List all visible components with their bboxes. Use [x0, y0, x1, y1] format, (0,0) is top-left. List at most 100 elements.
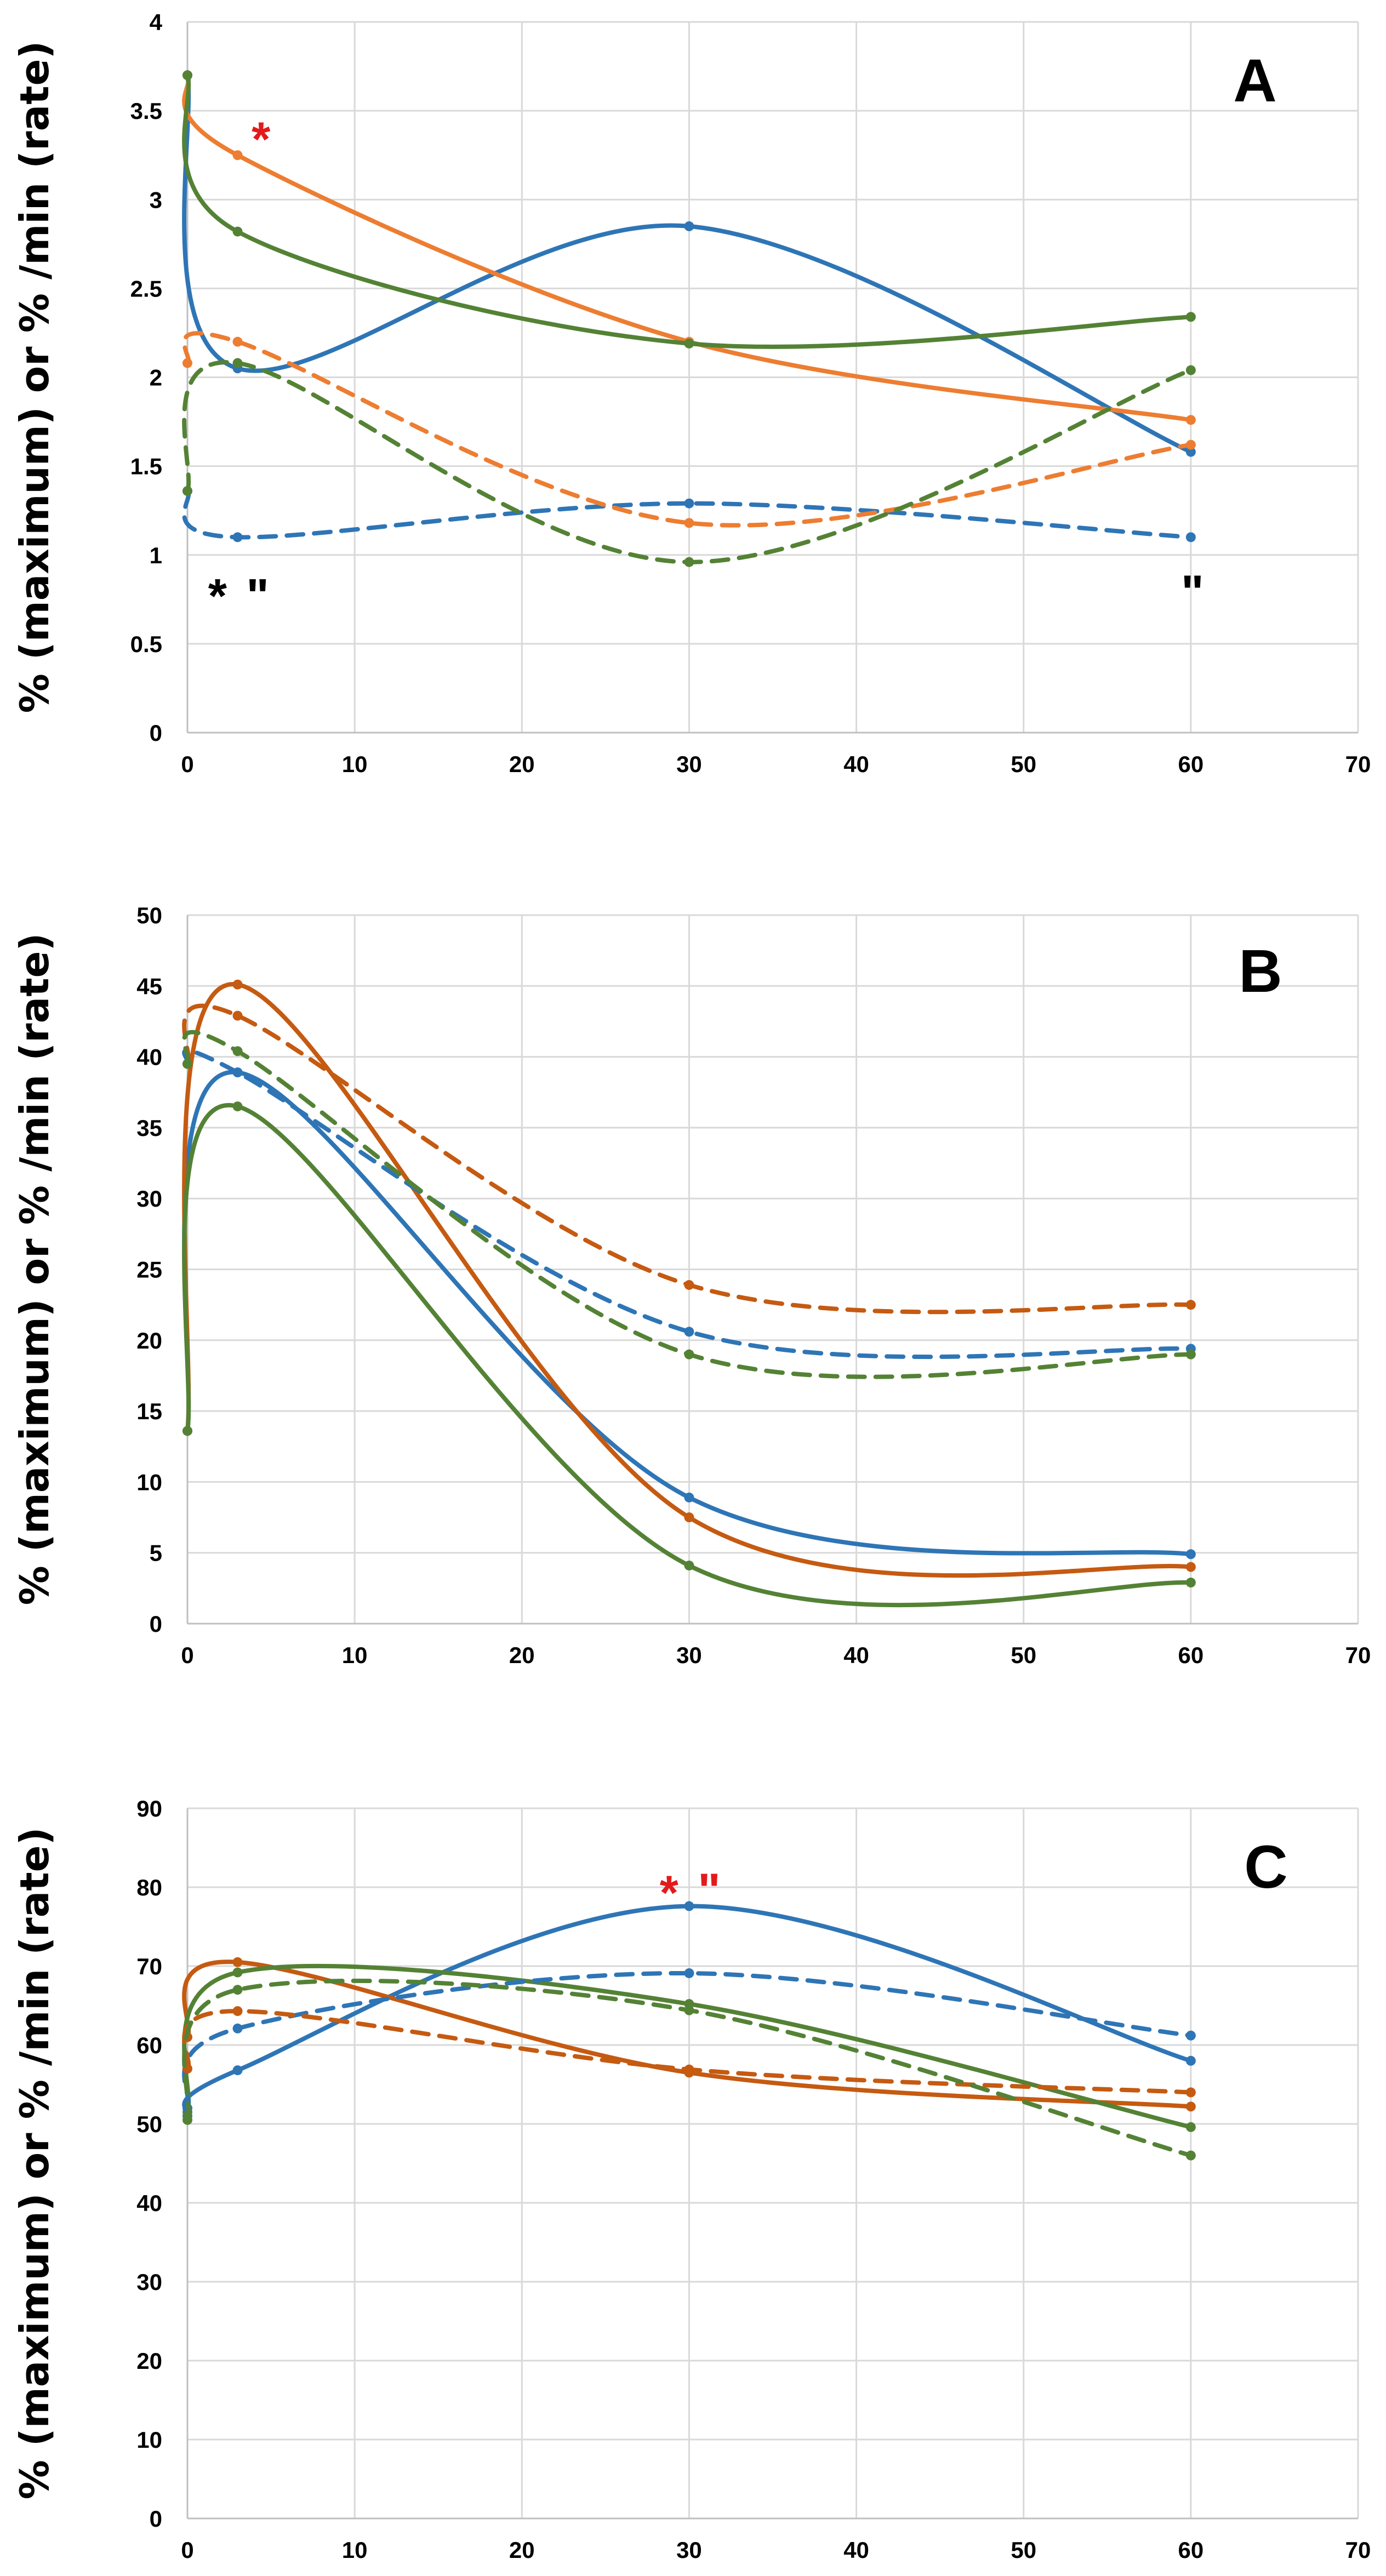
series-green-dashed — [182, 1978, 1196, 2161]
data-point — [684, 1280, 694, 1290]
y-tick-label: 2.5 — [130, 276, 162, 301]
series-line — [182, 1030, 1193, 1379]
data-point — [1185, 2055, 1196, 2066]
x-tick-label: 60 — [1178, 1642, 1204, 1668]
series-green-solid — [182, 1101, 1196, 1608]
x-tick-label: 40 — [843, 1642, 869, 1668]
y-tick-label: 35 — [136, 1115, 162, 1141]
data-point — [684, 1492, 694, 1503]
y-tick-label: 45 — [136, 973, 162, 999]
data-point — [1185, 1300, 1196, 1310]
series-line — [182, 73, 1193, 422]
data-point — [1185, 1549, 1196, 1560]
data-point — [1185, 312, 1196, 322]
y-tick-label: 60 — [136, 2032, 162, 2058]
data-point — [684, 1349, 694, 1360]
significance-marker: " — [1181, 565, 1204, 619]
y-tick-label: 2 — [150, 365, 162, 391]
series-green-solid — [182, 70, 1196, 349]
x-tick-label: 50 — [1011, 1642, 1036, 1668]
y-tick-label: 0 — [150, 720, 162, 746]
panel-c-chart: 0 10 20 30 40 50 60 70 80 90 0 10 20 30 40 50 60 70 % (max… — [12, 1796, 1371, 2563]
series-line — [182, 360, 1193, 564]
x-tick-label: 20 — [509, 751, 535, 777]
data-point — [1185, 2101, 1196, 2112]
x-tick-label: 70 — [1345, 751, 1371, 777]
panel-label: B — [1239, 938, 1282, 1005]
data-point — [1185, 2087, 1196, 2098]
data-point — [182, 70, 192, 81]
x-tick-label: 0 — [181, 1642, 193, 1668]
y-tick-label: 90 — [136, 1796, 162, 1821]
significance-marker: " — [246, 568, 269, 622]
x-tick-label: 40 — [843, 751, 869, 777]
series-line — [182, 2009, 1193, 2095]
data-point — [1185, 2122, 1196, 2132]
data-point — [232, 2006, 243, 2017]
x-tick-label: 20 — [509, 1642, 535, 1668]
y-axis-title: % (maximum) or % /min (rate) — [12, 41, 58, 713]
y-tick-label: 70 — [136, 1954, 162, 1979]
y-tick-label: 40 — [136, 2190, 162, 2216]
y-tick-label: 5 — [150, 1540, 162, 1566]
data-point — [232, 1985, 243, 1995]
data-point — [232, 358, 243, 368]
y-axis-title: % (maximum) or % /min (rate) — [12, 933, 58, 1606]
data-point — [1185, 365, 1196, 375]
series-green-dashed — [182, 1030, 1196, 1379]
data-point — [232, 1957, 243, 1967]
x-tick-label: 0 — [181, 2537, 193, 2563]
data-point — [232, 2065, 243, 2076]
y-tick-label: 15 — [136, 1398, 162, 1424]
data-point — [182, 1059, 192, 1069]
y-tick-label: 80 — [136, 1875, 162, 1900]
data-point — [1185, 1349, 1196, 1360]
series-line — [182, 73, 1193, 454]
data-point — [684, 557, 694, 567]
x-tick-label: 30 — [676, 1642, 702, 1668]
data-point — [684, 518, 694, 528]
x-tick-label: 10 — [342, 2537, 368, 2563]
y-axis-title: % (maximum) or % /min (rate) — [12, 1827, 58, 2500]
panel-label: A — [1233, 47, 1276, 115]
data-point — [182, 358, 192, 368]
data-point — [684, 2064, 694, 2075]
data-point — [684, 1512, 694, 1523]
x-tick-label: 50 — [1011, 2537, 1036, 2563]
data-point — [684, 2005, 694, 2015]
y-tick-label: 1.5 — [130, 454, 162, 479]
data-point — [232, 1010, 243, 1021]
y-tick-label: 40 — [136, 1044, 162, 1070]
x-tick-label: 70 — [1345, 2537, 1371, 2563]
x-tick-label: 60 — [1178, 2537, 1204, 2563]
significance-marker: * — [208, 568, 227, 622]
y-tick-label: 0.5 — [130, 631, 162, 657]
y-tick-label: 3.5 — [130, 98, 162, 124]
significance-marker: * — [660, 1865, 679, 1920]
data-point — [684, 221, 694, 231]
series-line — [182, 982, 1193, 1578]
data-point — [1185, 1578, 1196, 1588]
y-tick-label: 4 — [150, 9, 163, 35]
data-point — [684, 1968, 694, 1978]
data-point — [232, 1046, 243, 1056]
y-tick-label: 1 — [150, 542, 162, 568]
data-point — [1185, 439, 1196, 450]
series-line — [182, 331, 1193, 528]
data-point — [232, 1967, 243, 1978]
panel-b-chart: 0 5 10 15 20 25 30 35 40 45 50 0 10 20 30 40 50 60 70 % (ma… — [12, 903, 1371, 1668]
panel-a-chart: 00.511.522.533.540 10 20 30 40 50 60 70% (maxim… — [12, 9, 1371, 777]
y-tick-label: 50 — [136, 2111, 162, 2137]
y-tick-label: 50 — [136, 903, 162, 928]
series-green-dashed — [182, 358, 1196, 567]
data-point — [684, 1327, 694, 1337]
x-tick-label: 20 — [509, 2537, 535, 2563]
x-tick-label: 10 — [342, 1642, 368, 1668]
data-point — [1185, 447, 1196, 457]
data-point — [182, 486, 192, 496]
series-line — [182, 489, 1193, 540]
data-point — [232, 1067, 243, 1078]
x-tick-label: 30 — [676, 751, 702, 777]
series-line — [182, 73, 1193, 349]
